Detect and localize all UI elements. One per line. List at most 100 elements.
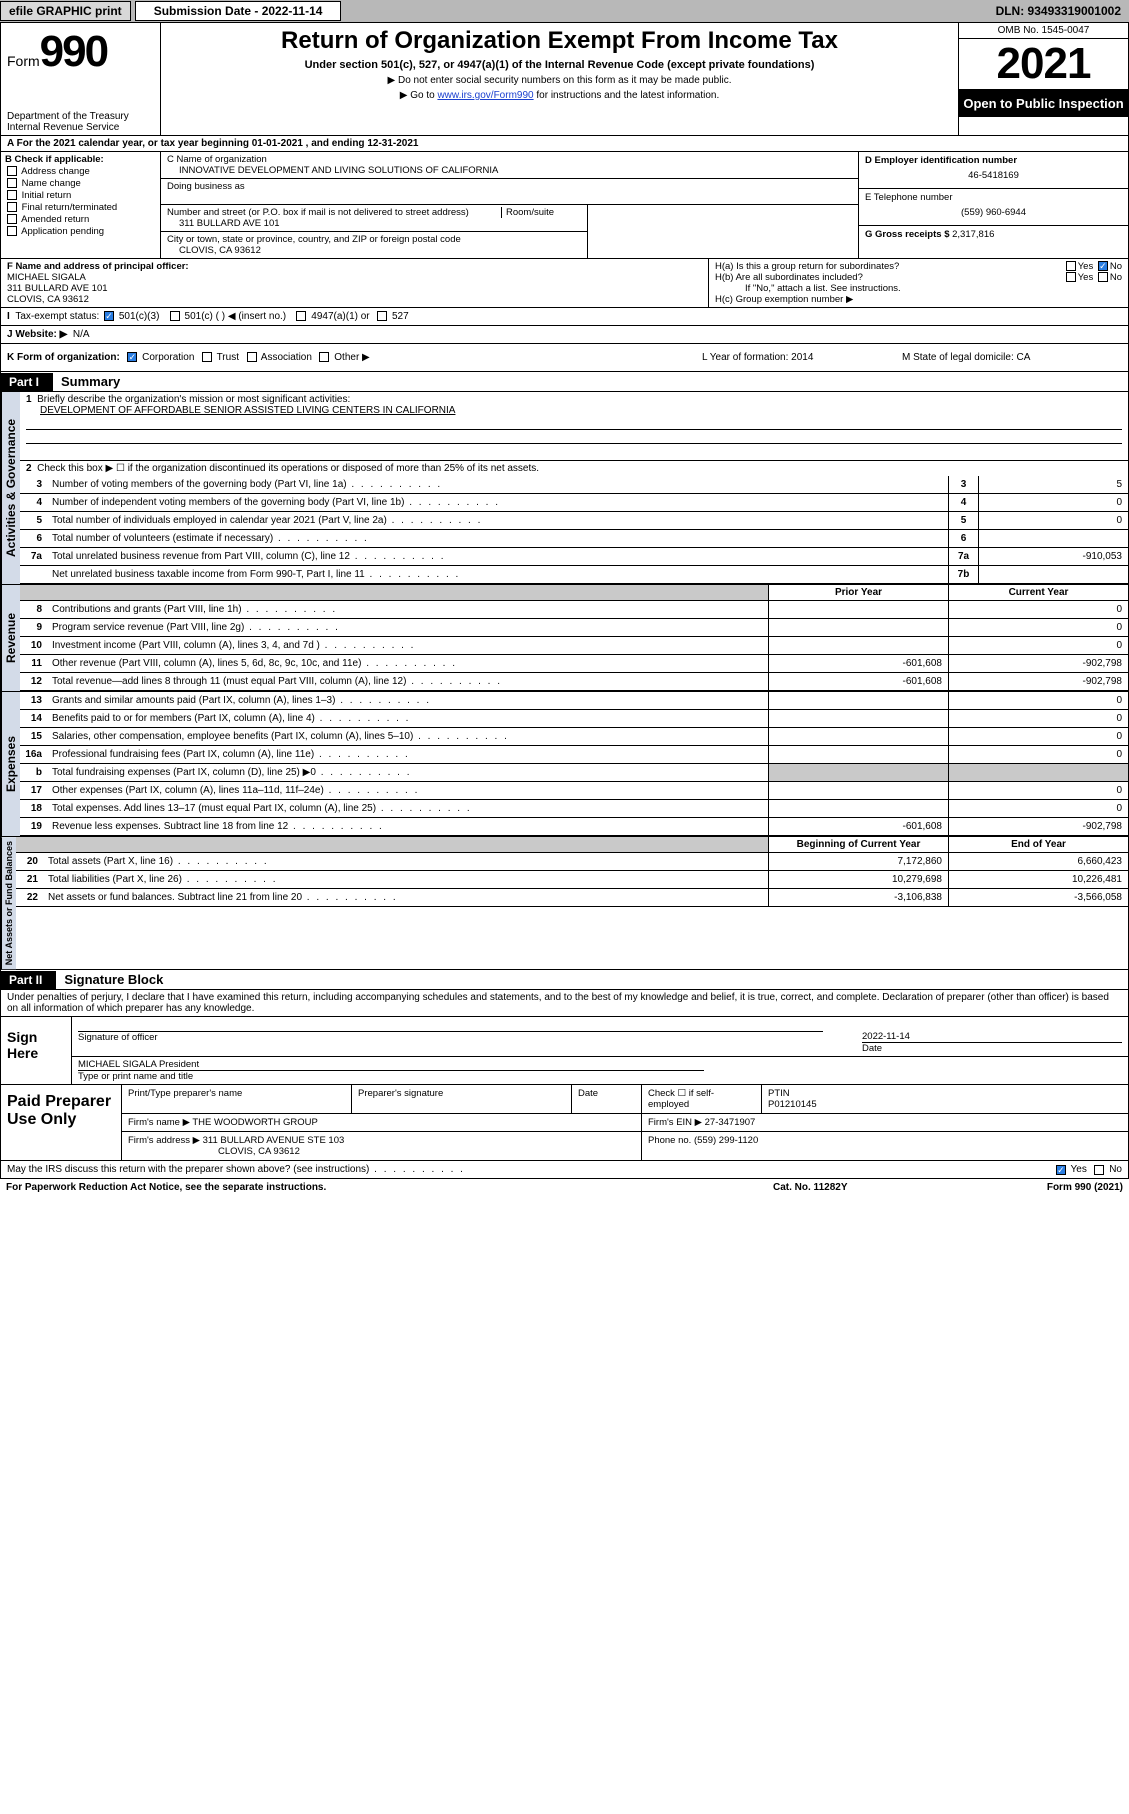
hdr-prior: Prior Year: [768, 585, 948, 600]
ptin-label: PTIN: [768, 1088, 790, 1099]
sig-officer-area[interactable]: Signature of officer: [78, 1031, 862, 1054]
cb-application-pending[interactable]: Application pending: [5, 226, 156, 237]
dln-label: DLN: 93493319001002: [988, 2, 1129, 20]
form-header: Form990 Department of the Treasury Inter…: [0, 22, 1129, 136]
form-title: Return of Organization Exempt From Incom…: [169, 27, 950, 55]
sig-name-label: Type or print name and title: [78, 1071, 193, 1082]
discuss-yes[interactable]: [1056, 1165, 1066, 1175]
cb-corp[interactable]: [127, 352, 137, 362]
ha-label: H(a) Is this a group return for subordin…: [715, 261, 899, 272]
sig-name-value: MICHAEL SIGALA President: [78, 1059, 1122, 1070]
exp-line-16a: 16aProfessional fundraising fees (Part I…: [20, 746, 1128, 764]
footer-left: For Paperwork Reduction Act Notice, see …: [6, 1182, 773, 1193]
line-2: 2 Check this box ▶ ☐ if the organization…: [20, 461, 1128, 476]
cb-trust[interactable]: [202, 352, 212, 362]
page-footer: For Paperwork Reduction Act Notice, see …: [0, 1179, 1129, 1196]
sig-date-area: 2022-11-14 Date: [862, 1031, 1122, 1054]
c-name-block: C Name of organization INNOVATIVE DEVELO…: [161, 152, 858, 179]
signature-block: Under penalties of perjury, I declare th…: [0, 990, 1129, 1085]
discuss-no[interactable]: [1094, 1165, 1104, 1175]
cb-4947[interactable]: [296, 311, 306, 321]
cb-501c3[interactable]: [104, 311, 114, 321]
gross-value: 2,317,816: [952, 229, 994, 240]
i-o3: 4947(a)(1) or: [311, 311, 369, 322]
opt1: Name change: [22, 178, 81, 189]
l1-text: Briefly describe the organization's miss…: [37, 394, 350, 405]
section-revenue: Revenue b Prior Year Current Year 8Contr…: [0, 585, 1129, 692]
side-net-label: Net Assets or Fund Balances: [1, 837, 16, 969]
street-address: 311 BULLARD AVE 101: [167, 218, 581, 229]
mission-text: DEVELOPMENT OF AFFORDABLE SENIOR ASSISTE…: [26, 405, 455, 416]
hb-label: H(b) Are all subordinates included?: [715, 272, 863, 283]
hdr-beg: Beginning of Current Year: [768, 837, 948, 852]
irs-link[interactable]: www.irs.gov/Form990: [437, 90, 533, 101]
cb-other[interactable]: [319, 352, 329, 362]
section-expenses: Expenses 13Grants and similar amounts pa…: [0, 692, 1129, 837]
ptin-value: P01210145: [768, 1099, 817, 1110]
city-block: City or town, state or province, country…: [161, 232, 587, 258]
form-num: 990: [40, 27, 107, 76]
prep-check-label: Check ☐ if self-employed: [642, 1085, 762, 1113]
hb-no[interactable]: [1098, 272, 1108, 282]
discuss-row: May the IRS discuss this return with the…: [0, 1161, 1129, 1179]
dba-block: Doing business as: [161, 179, 858, 205]
hb-yes[interactable]: [1066, 272, 1076, 282]
phone-value: (559) 960-6944: [865, 203, 1122, 222]
yes1: Yes: [1078, 261, 1094, 272]
gov-line-7b: Net unrelated business taxable income fr…: [20, 566, 1128, 584]
addr-label: Number and street (or P.O. box if mail i…: [167, 207, 501, 218]
cb-name-change[interactable]: Name change: [5, 178, 156, 189]
i-label: Tax-exempt status:: [15, 311, 99, 322]
dba-label: Doing business as: [167, 181, 852, 192]
cb-final-return[interactable]: Final return/terminated: [5, 202, 156, 213]
net-line-20: 20Total assets (Part X, line 16)7,172,86…: [16, 853, 1128, 871]
officer-addr2: CLOVIS, CA 93612: [7, 294, 702, 305]
top-bar: efile GRAPHIC print Submission Date - 20…: [0, 0, 1129, 22]
city-label: City or town, state or province, country…: [167, 234, 581, 245]
ein-block: D Employer identification number 46-5418…: [859, 152, 1128, 189]
cb-initial-return[interactable]: Initial return: [5, 190, 156, 201]
ein-value: 46-5418169: [865, 166, 1122, 185]
hdr-curr: Current Year: [948, 585, 1128, 600]
exp-line-19: 19Revenue less expenses. Subtract line 1…: [20, 818, 1128, 836]
cb-527[interactable]: [377, 311, 387, 321]
firm-city-value: CLOVIS, CA 93612: [128, 1146, 300, 1157]
gross-label: G Gross receipts $: [865, 229, 949, 240]
efile-button[interactable]: efile GRAPHIC print: [0, 1, 131, 21]
firm-addr-label: Firm's address ▶: [128, 1135, 200, 1146]
footer-mid: Cat. No. 11282Y: [773, 1182, 973, 1193]
ptin-cell: PTIN P01210145: [762, 1085, 1128, 1113]
note2-post: for instructions and the latest informat…: [534, 90, 720, 101]
j-label: J Website: ▶: [7, 329, 67, 340]
ha-no[interactable]: [1098, 261, 1108, 271]
dept-label: Department of the Treasury: [7, 111, 154, 122]
ha-yes[interactable]: [1066, 261, 1076, 271]
net-header-row: Beginning of Current Year End of Year: [16, 837, 1128, 853]
firm-phone-label: Phone no.: [648, 1135, 691, 1146]
cb-amended-return[interactable]: Amended return: [5, 214, 156, 225]
irs-label: Internal Revenue Service: [7, 122, 154, 133]
hb-row: H(b) Are all subordinates included? Yes …: [715, 272, 1122, 283]
prep-date-label: Date: [572, 1085, 642, 1113]
rev-line-8: 8Contributions and grants (Part VIII, li…: [20, 601, 1128, 619]
rev-line-11: 11Other revenue (Part VIII, column (A), …: [20, 655, 1128, 673]
form-subtitle: Under section 501(c), 527, or 4947(a)(1)…: [169, 59, 950, 71]
gov-line-4: 4Number of independent voting members of…: [20, 494, 1128, 512]
open-public-badge: Open to Public Inspection: [959, 90, 1128, 117]
form-note2: ▶ Go to www.irs.gov/Form990 for instruct…: [169, 90, 950, 101]
k-label: K Form of organization:: [7, 352, 120, 363]
row-klm: K Form of organization: Corporation Trus…: [0, 344, 1129, 372]
cb-assoc[interactable]: [247, 352, 257, 362]
cb-501c[interactable]: [170, 311, 180, 321]
addr-block: Number and street (or P.O. box if mail i…: [161, 205, 587, 232]
exp-line-17: 17Other expenses (Part IX, column (A), l…: [20, 782, 1128, 800]
h-note: If "No," attach a list. See instructions…: [715, 283, 1122, 294]
sig-date-value: 2022-11-14: [862, 1031, 1122, 1042]
cb-address-change[interactable]: Address change: [5, 166, 156, 177]
org-name: INNOVATIVE DEVELOPMENT AND LIVING SOLUTI…: [167, 165, 852, 176]
dy: Yes: [1071, 1164, 1087, 1175]
prep-sig-label: Preparer's signature: [352, 1085, 572, 1113]
opt4: Amended return: [21, 214, 89, 225]
sign-here-label: Sign Here: [1, 1017, 71, 1084]
no1: No: [1110, 261, 1122, 272]
